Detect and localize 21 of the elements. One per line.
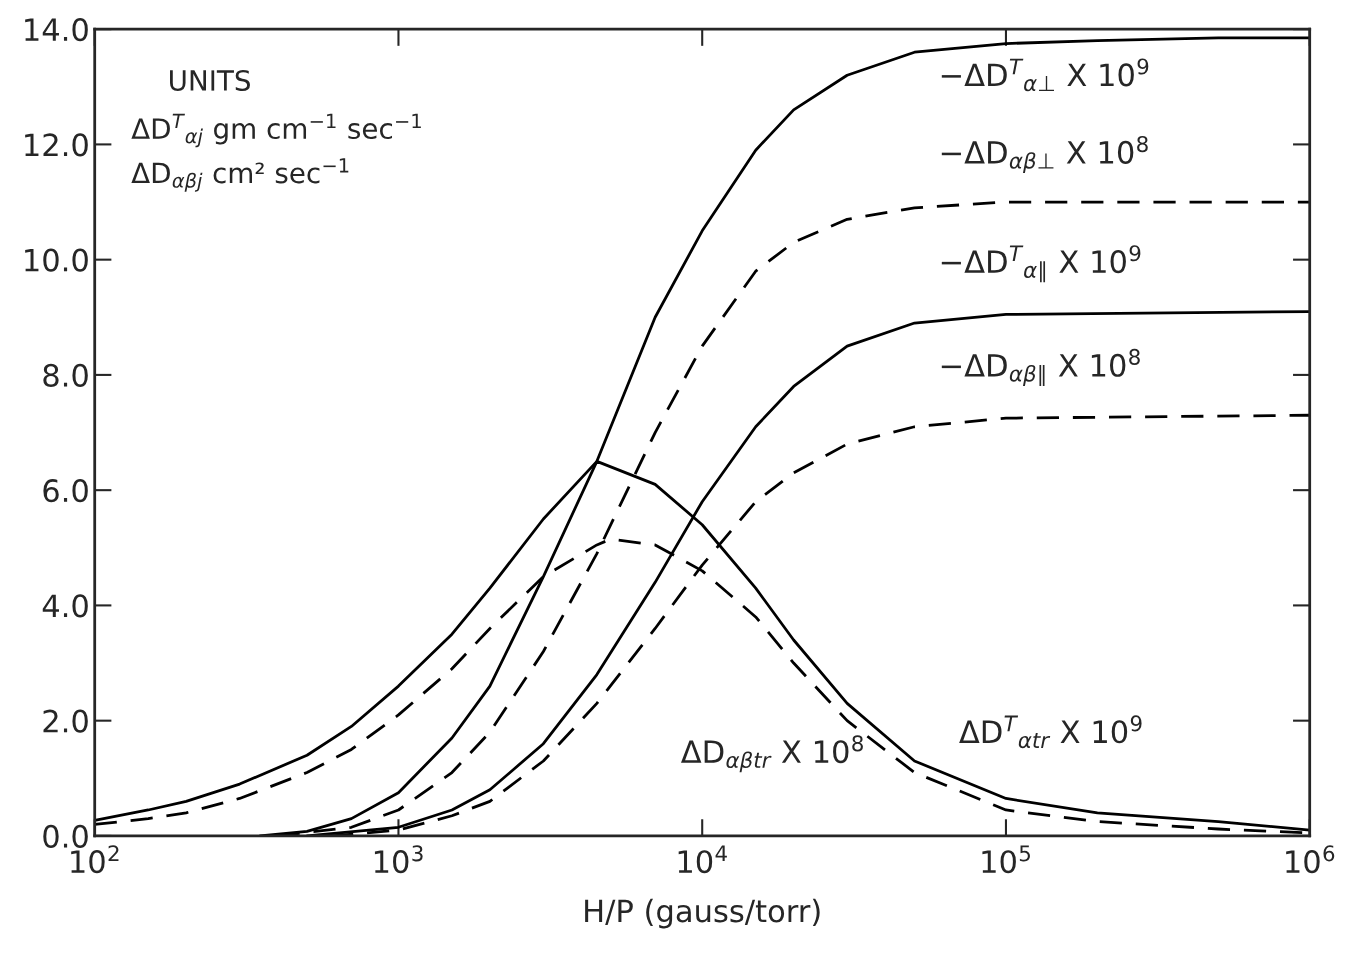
annotation: ΔD$_{αβj}$ cm² sec$^{−1}$ [131,158,349,192]
annotation: ΔD$^{T}$$_{αj}$ gm cm$^{−1}$ sec$^{−1}$ [131,113,421,148]
series-label: ΔD$^{T}$$_{αtr}$ X 10$^{9}$ [959,715,1142,749]
y-tick-label: 2.0 [43,709,88,733]
y-tick-label: 4.0 [42,594,88,618]
series-label: ΔD$_{αβtr}$ X 10$^{8}$ [681,735,863,773]
x-tick-label: 10$^{5}$ [982,845,1030,874]
x-tick-label: 10$^{6}$ [1286,845,1335,874]
x-axis-title: H/P (gauss/torr) [585,898,820,929]
x-tick-label: 10$^{4}$ [678,845,727,874]
y-tick-label: 14.0 [25,18,88,42]
series-label: −ΔD$_{αβ⊥}$ X 10$^{8}$ [941,135,1148,173]
y-tick-label: 6.0 [43,479,88,503]
y-tick-label: 8.0 [43,363,88,387]
y-tick-label: 10.0 [25,248,88,272]
series-label: −ΔD$_{αβ∥}$ X 10$^{8}$ [941,348,1140,387]
series-label: −ΔD$^{T}$$_{α∥}$ X 10$^{9}$ [941,245,1141,283]
annotation: UNITS [170,69,250,91]
x-tick-label: 10$^{3}$ [374,845,423,874]
series-label: −ΔD$^{T}$$_{α⊥}$ X 10$^{9}$ [941,58,1149,92]
y-tick-label: 12.0 [25,133,88,157]
